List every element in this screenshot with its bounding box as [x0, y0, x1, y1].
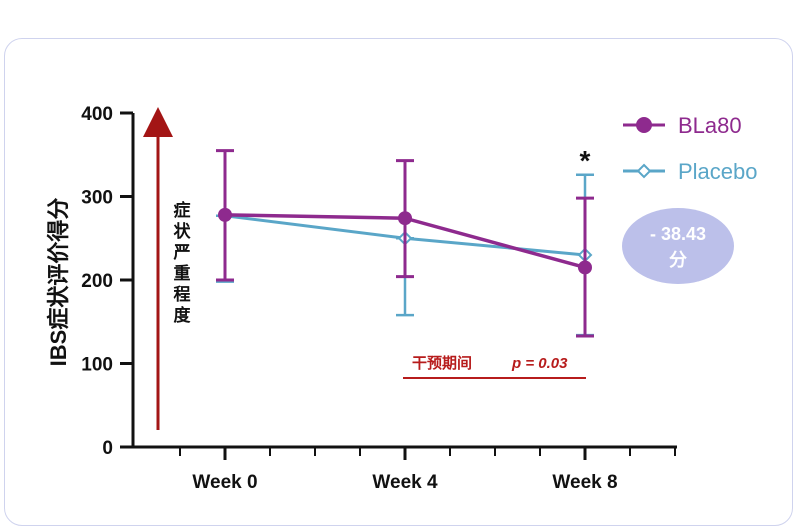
legend-label: BLa80: [678, 113, 742, 138]
legend-marker: [636, 163, 652, 179]
legend-marker: [636, 117, 652, 133]
y-tick-label: 0: [102, 438, 113, 459]
severity-label-char: 严: [174, 243, 191, 262]
top-blank-bar: [0, 0, 800, 38]
legend: BLa80 Placebo: [623, 113, 758, 184]
significance-mark: *: [580, 145, 591, 176]
series-bla80: [216, 149, 594, 338]
y-ticks: 0 100 200 300 400: [81, 104, 133, 459]
data-point: [578, 260, 592, 275]
difference-unit: 分: [669, 250, 687, 270]
series-layer: [216, 149, 594, 338]
legend-label: Placebo: [678, 159, 758, 184]
p-value: p = 0.03: [511, 355, 568, 372]
y-tick-label: 200: [81, 271, 113, 292]
difference-value: - 38.43: [650, 224, 706, 244]
y-tick-label: 400: [81, 104, 113, 125]
data-point: [398, 211, 412, 226]
data-point: [218, 207, 232, 222]
y-tick-label: 300: [81, 188, 113, 209]
severity-label-char: 状: [174, 221, 192, 241]
x-tick-label: Week 4: [372, 472, 438, 493]
severity-label-char: 度: [174, 305, 192, 325]
x-tick-label: Week 8: [552, 472, 617, 493]
intervention-label: 干预期间: [412, 354, 472, 372]
x-ticks: Week 0 Week 4 Week 8: [179, 447, 676, 493]
severity-label-char: 症: [174, 200, 191, 220]
severity-label-char: 重: [174, 263, 191, 283]
y-axis-label: IBS症状评价得分: [46, 198, 71, 367]
y-tick-label: 100: [81, 355, 113, 376]
difference-badge: [622, 208, 734, 284]
severity-label-char: 程: [174, 285, 191, 304]
x-tick-label: Week 0: [192, 472, 257, 493]
